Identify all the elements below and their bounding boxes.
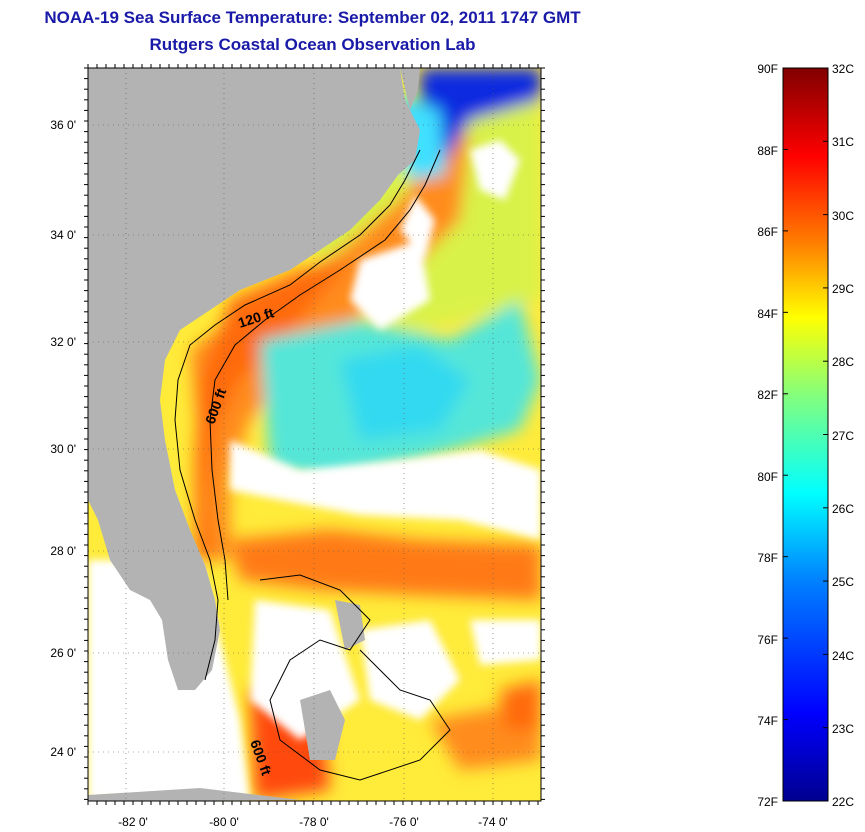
lon-label: -74 0' [478,815,508,829]
land-bahamas [300,690,345,760]
graticule [88,68,541,801]
land-mainland [88,68,420,690]
lat-label: 28 0' [50,544,76,558]
colorbar-f-label: 88F [757,144,778,158]
colorbar [782,67,829,802]
land-cuba-edge [88,788,300,801]
lon-label: -82 0' [118,815,148,829]
contour-120ft [174,149,421,681]
land-long-island-area [400,68,420,110]
colorbar-c-label: 24C [832,649,854,663]
lat-label: 30 0' [50,442,76,456]
lat-label: 34 0' [50,228,76,242]
lat-label: 32 0' [50,335,76,349]
colorbar-f-label: 80F [757,470,778,484]
lon-label: -78 0' [299,815,329,829]
sst-field [190,68,541,800]
colorbar-c-label: 27C [832,429,854,443]
colorbar-f-label: 84F [757,307,778,321]
colorbar-f-label: 82F [757,388,778,402]
lat-label: 36 0' [50,118,76,132]
land-bahamas-andros [335,600,365,650]
colorbar-c-label: 23C [832,722,854,736]
contour-bahamas [259,574,451,781]
colorbar-f-label: 78F [757,551,778,565]
lon-label: -76 0' [389,815,419,829]
map-frame [87,67,542,802]
map-panel: 120 ft 600 ft 600 ft [88,68,541,801]
colorbar-c-label: 31C [832,135,854,149]
colorbar-f-label: 74F [757,714,778,728]
colorbar-c-label: 32C [832,62,854,76]
map-subtitle: Rutgers Coastal Ocean Observation Lab [149,35,476,54]
colorbar-c-label: 25C [832,575,854,589]
colorbar-f-label: 86F [757,225,778,239]
colorbar-ticks [783,67,828,802]
colorbar-c-label: 29C [832,282,854,296]
axis-ticks [84,64,545,805]
lat-label: 24 0' [50,745,76,759]
colorbar-c-label: 28C [832,355,854,369]
colorbar-c-label: 30C [832,209,854,223]
colorbar-f-label: 90F [757,62,778,76]
map-title: NOAA-19 Sea Surface Temperature: Septemb… [44,8,581,27]
lat-label: 26 0' [50,646,76,660]
colorbar-c-label: 26C [832,502,854,516]
colorbar-f-label: 76F [757,633,778,647]
colorbar-f-label: 72F [757,795,778,809]
colorbar-c-label: 22C [832,795,854,809]
lon-label: -80 0' [209,815,239,829]
contour-600ft [209,149,441,601]
